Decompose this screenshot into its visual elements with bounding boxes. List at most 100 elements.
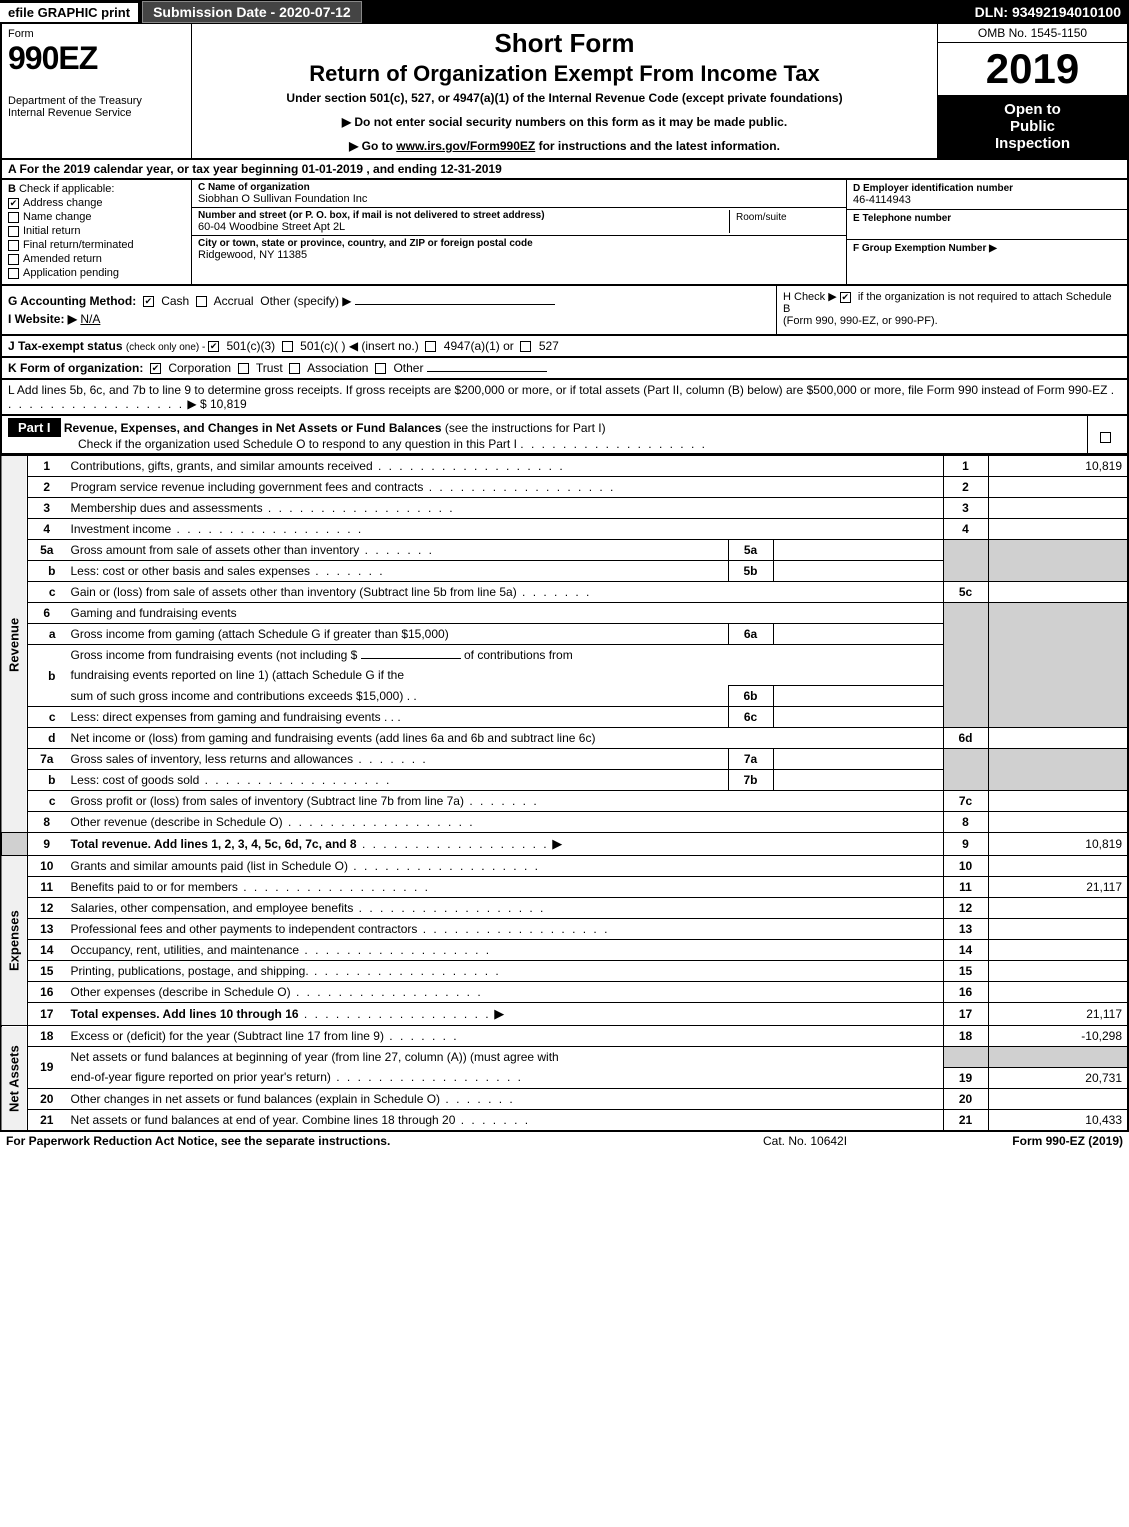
chk-cash[interactable] xyxy=(143,296,154,307)
irs-link[interactable]: www.irs.gov/Form990EZ xyxy=(396,139,535,153)
r6d-desc: Net income or (loss) from gaming and fun… xyxy=(71,731,596,745)
r6b-amount-field[interactable] xyxy=(361,658,461,659)
r2-num: 2 xyxy=(28,477,66,498)
r21-num: 21 xyxy=(28,1109,66,1131)
dept-treasury: Department of the Treasury xyxy=(8,95,185,107)
top-bar: efile GRAPHIC print Submission Date - 20… xyxy=(0,0,1129,24)
omb-number: OMB No. 1545-1150 xyxy=(938,24,1127,43)
r6b-desc3: sum of such gross income and contributio… xyxy=(71,689,404,703)
r13-line: 13 xyxy=(943,919,988,940)
r7c-line: 7c xyxy=(943,791,988,812)
r4-num: 4 xyxy=(28,519,66,540)
efile-label[interactable]: efile GRAPHIC print xyxy=(0,3,138,22)
chk-address-change[interactable] xyxy=(8,198,19,209)
org-name: Siobhan O Sullivan Foundation Inc xyxy=(198,193,840,205)
org-name-label: C Name of organization xyxy=(198,182,840,193)
r2-val xyxy=(988,477,1128,498)
chk-4947[interactable] xyxy=(425,341,436,352)
chk-amended-return[interactable] xyxy=(8,254,19,265)
box-b-check-if: Check if applicable: xyxy=(19,183,114,195)
r5b-num: b xyxy=(28,561,66,582)
r6b-subval xyxy=(773,686,943,707)
r6b-desc-pre: Gross income from fundraising events (no… xyxy=(71,648,358,662)
r9-num: 9 xyxy=(28,833,66,856)
r5c-num: c xyxy=(28,582,66,603)
r19-val: 20,731 xyxy=(988,1067,1128,1088)
lbl-initial-return: Initial return xyxy=(23,225,80,237)
r5a-sub: 5a xyxy=(728,540,773,561)
chk-501c3[interactable] xyxy=(208,341,219,352)
h-sub: (Form 990, 990-EZ, or 990-PF). xyxy=(783,315,938,327)
r5a-desc: Gross amount from sale of assets other t… xyxy=(71,543,360,557)
tax-year: 2019 xyxy=(938,43,1127,95)
r11-num: 11 xyxy=(28,877,66,898)
r1-line: 1 xyxy=(943,456,988,477)
r3-num: 3 xyxy=(28,498,66,519)
chk-corporation[interactable] xyxy=(150,363,161,374)
chk-accrual[interactable] xyxy=(196,296,207,307)
r20-line: 20 xyxy=(943,1088,988,1109)
r21-line: 21 xyxy=(943,1109,988,1131)
inspection-3: Inspection xyxy=(942,135,1123,152)
r15-num: 15 xyxy=(28,961,66,982)
r6-num: 6 xyxy=(28,603,66,624)
r6b-desc-mid: of contributions from xyxy=(464,648,573,662)
chk-h[interactable] xyxy=(840,292,851,303)
other-specify-field[interactable] xyxy=(355,304,555,305)
main-title: Return of Organization Exempt From Incom… xyxy=(200,61,929,87)
phone-label: E Telephone number xyxy=(853,213,1121,224)
r7b-sub: 7b xyxy=(728,770,773,791)
chk-application-pending[interactable] xyxy=(8,268,19,279)
lbl-name-change: Name change xyxy=(23,211,92,223)
r10-desc: Grants and similar amounts paid (list in… xyxy=(71,859,348,873)
dept-irs: Internal Revenue Service xyxy=(8,107,185,119)
part1-check-line: Check if the organization used Schedule … xyxy=(78,437,517,451)
r16-num: 16 xyxy=(28,982,66,1003)
r20-num: 20 xyxy=(28,1088,66,1109)
r19-desc2: end-of-year figure reported on prior yea… xyxy=(71,1070,331,1084)
header-left: Form 990EZ Department of the Treasury In… xyxy=(2,24,192,158)
chk-final-return[interactable] xyxy=(8,240,19,251)
lbl-application-pending: Application pending xyxy=(23,267,119,279)
chk-schedule-o[interactable] xyxy=(1100,432,1111,443)
footer-row: For Paperwork Reduction Act Notice, see … xyxy=(0,1132,1129,1150)
chk-other-org[interactable] xyxy=(375,363,386,374)
info-grid: B Check if applicable: Address change Na… xyxy=(0,180,1129,286)
part1-header-row: Part I Revenue, Expenses, and Changes in… xyxy=(0,416,1129,455)
part1-label: Part I xyxy=(8,418,61,437)
chk-name-change[interactable] xyxy=(8,212,19,223)
r5a-subval xyxy=(773,540,943,561)
l-amount: $ 10,819 xyxy=(200,397,247,411)
r18-num: 18 xyxy=(28,1026,66,1047)
footer-mid: Cat. No. 10642I xyxy=(763,1134,943,1148)
r6b-desc2: fundraising events reported on line 1) (… xyxy=(66,665,944,686)
submission-date: Submission Date - 2020-07-12 xyxy=(142,1,362,23)
lbl-final-return: Final return/terminated xyxy=(23,239,134,251)
r10-line: 10 xyxy=(943,856,988,877)
header-right: OMB No. 1545-1150 2019 Open to Public In… xyxy=(937,24,1127,158)
r19-num: 19 xyxy=(28,1047,66,1089)
chk-association[interactable] xyxy=(289,363,300,374)
l-row: L Add lines 5b, 6c, and 7b to line 9 to … xyxy=(0,380,1129,416)
r7b-num: b xyxy=(28,770,66,791)
other-org-field[interactable] xyxy=(427,371,547,372)
footer-left: For Paperwork Reduction Act Notice, see … xyxy=(6,1134,763,1148)
chk-initial-return[interactable] xyxy=(8,226,19,237)
r5b-subval xyxy=(773,561,943,582)
i-label: I Website: ▶ xyxy=(8,312,77,326)
inspection-2: Public xyxy=(942,118,1123,135)
g-label: G Accounting Method: xyxy=(8,294,136,308)
r7c-num: c xyxy=(28,791,66,812)
chk-501c[interactable] xyxy=(282,341,293,352)
r20-desc: Other changes in net assets or fund bala… xyxy=(71,1092,441,1106)
j-row: J Tax-exempt status (check only one) - 5… xyxy=(0,336,1129,358)
r5a-num: 5a xyxy=(28,540,66,561)
r19-line: 19 xyxy=(943,1067,988,1088)
r10-num: 10 xyxy=(28,856,66,877)
r9-val: 10,819 xyxy=(988,833,1128,856)
r18-line: 18 xyxy=(943,1026,988,1047)
r12-val xyxy=(988,898,1128,919)
chk-527[interactable] xyxy=(520,341,531,352)
chk-trust[interactable] xyxy=(238,363,249,374)
r15-val xyxy=(988,961,1128,982)
